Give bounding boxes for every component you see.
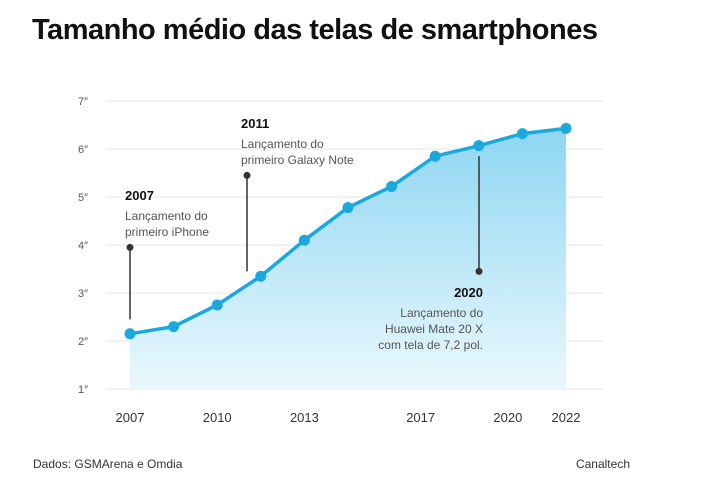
brand-credit: Canaltech <box>575 457 630 471</box>
x-tick-label: 2017 <box>406 410 435 425</box>
annotation-year: 2011 <box>241 116 269 131</box>
y-tick-label: 2″ <box>78 336 88 348</box>
x-tick-label: 2007 <box>116 410 145 425</box>
data-point <box>255 270 267 282</box>
x-tick-label: 2022 <box>552 410 581 425</box>
x-tick-label: 2020 <box>493 410 522 425</box>
area-fill <box>130 128 566 390</box>
annotation-text: Lançamento do <box>400 306 483 320</box>
data-point <box>386 180 398 192</box>
data-point <box>168 321 180 333</box>
y-tick-label: 7″ <box>78 96 88 108</box>
annotation-text: Lançamento do <box>241 137 324 151</box>
annotation-text: primeiro iPhone <box>125 225 209 239</box>
annotation-text: Huawei Mate 20 X <box>385 322 483 336</box>
annotation-marker <box>126 243 134 251</box>
x-tick-label: 2013 <box>290 410 319 425</box>
y-tick-label: 5″ <box>78 192 88 204</box>
data-source-note: Dados: GSMArena e Omdia <box>33 457 183 471</box>
annotation-year: 2007 <box>125 188 154 203</box>
data-point <box>298 234 310 246</box>
x-tick-label: 2010 <box>203 410 232 425</box>
data-point <box>429 150 441 162</box>
data-point <box>560 122 572 134</box>
y-tick-label: 6″ <box>78 144 88 156</box>
data-point <box>211 299 223 311</box>
data-point <box>516 128 528 140</box>
y-tick-label: 4″ <box>78 240 88 252</box>
data-point <box>342 202 354 214</box>
chart-title: Tamanho médio das telas de smartphones <box>32 14 598 46</box>
annotation-year: 2020 <box>454 285 483 300</box>
data-point <box>473 140 485 152</box>
annotation-marker <box>243 171 251 179</box>
data-point <box>124 328 136 340</box>
annotation-text: Lançamento do <box>125 209 208 223</box>
y-tick-label: 1″ <box>78 384 88 396</box>
annotation-marker <box>475 267 483 275</box>
y-tick-label: 3″ <box>78 288 88 300</box>
annotation-text: com tela de 7,2 pol. <box>378 338 483 352</box>
annotation-text: primeiro Galaxy Note <box>241 153 354 167</box>
